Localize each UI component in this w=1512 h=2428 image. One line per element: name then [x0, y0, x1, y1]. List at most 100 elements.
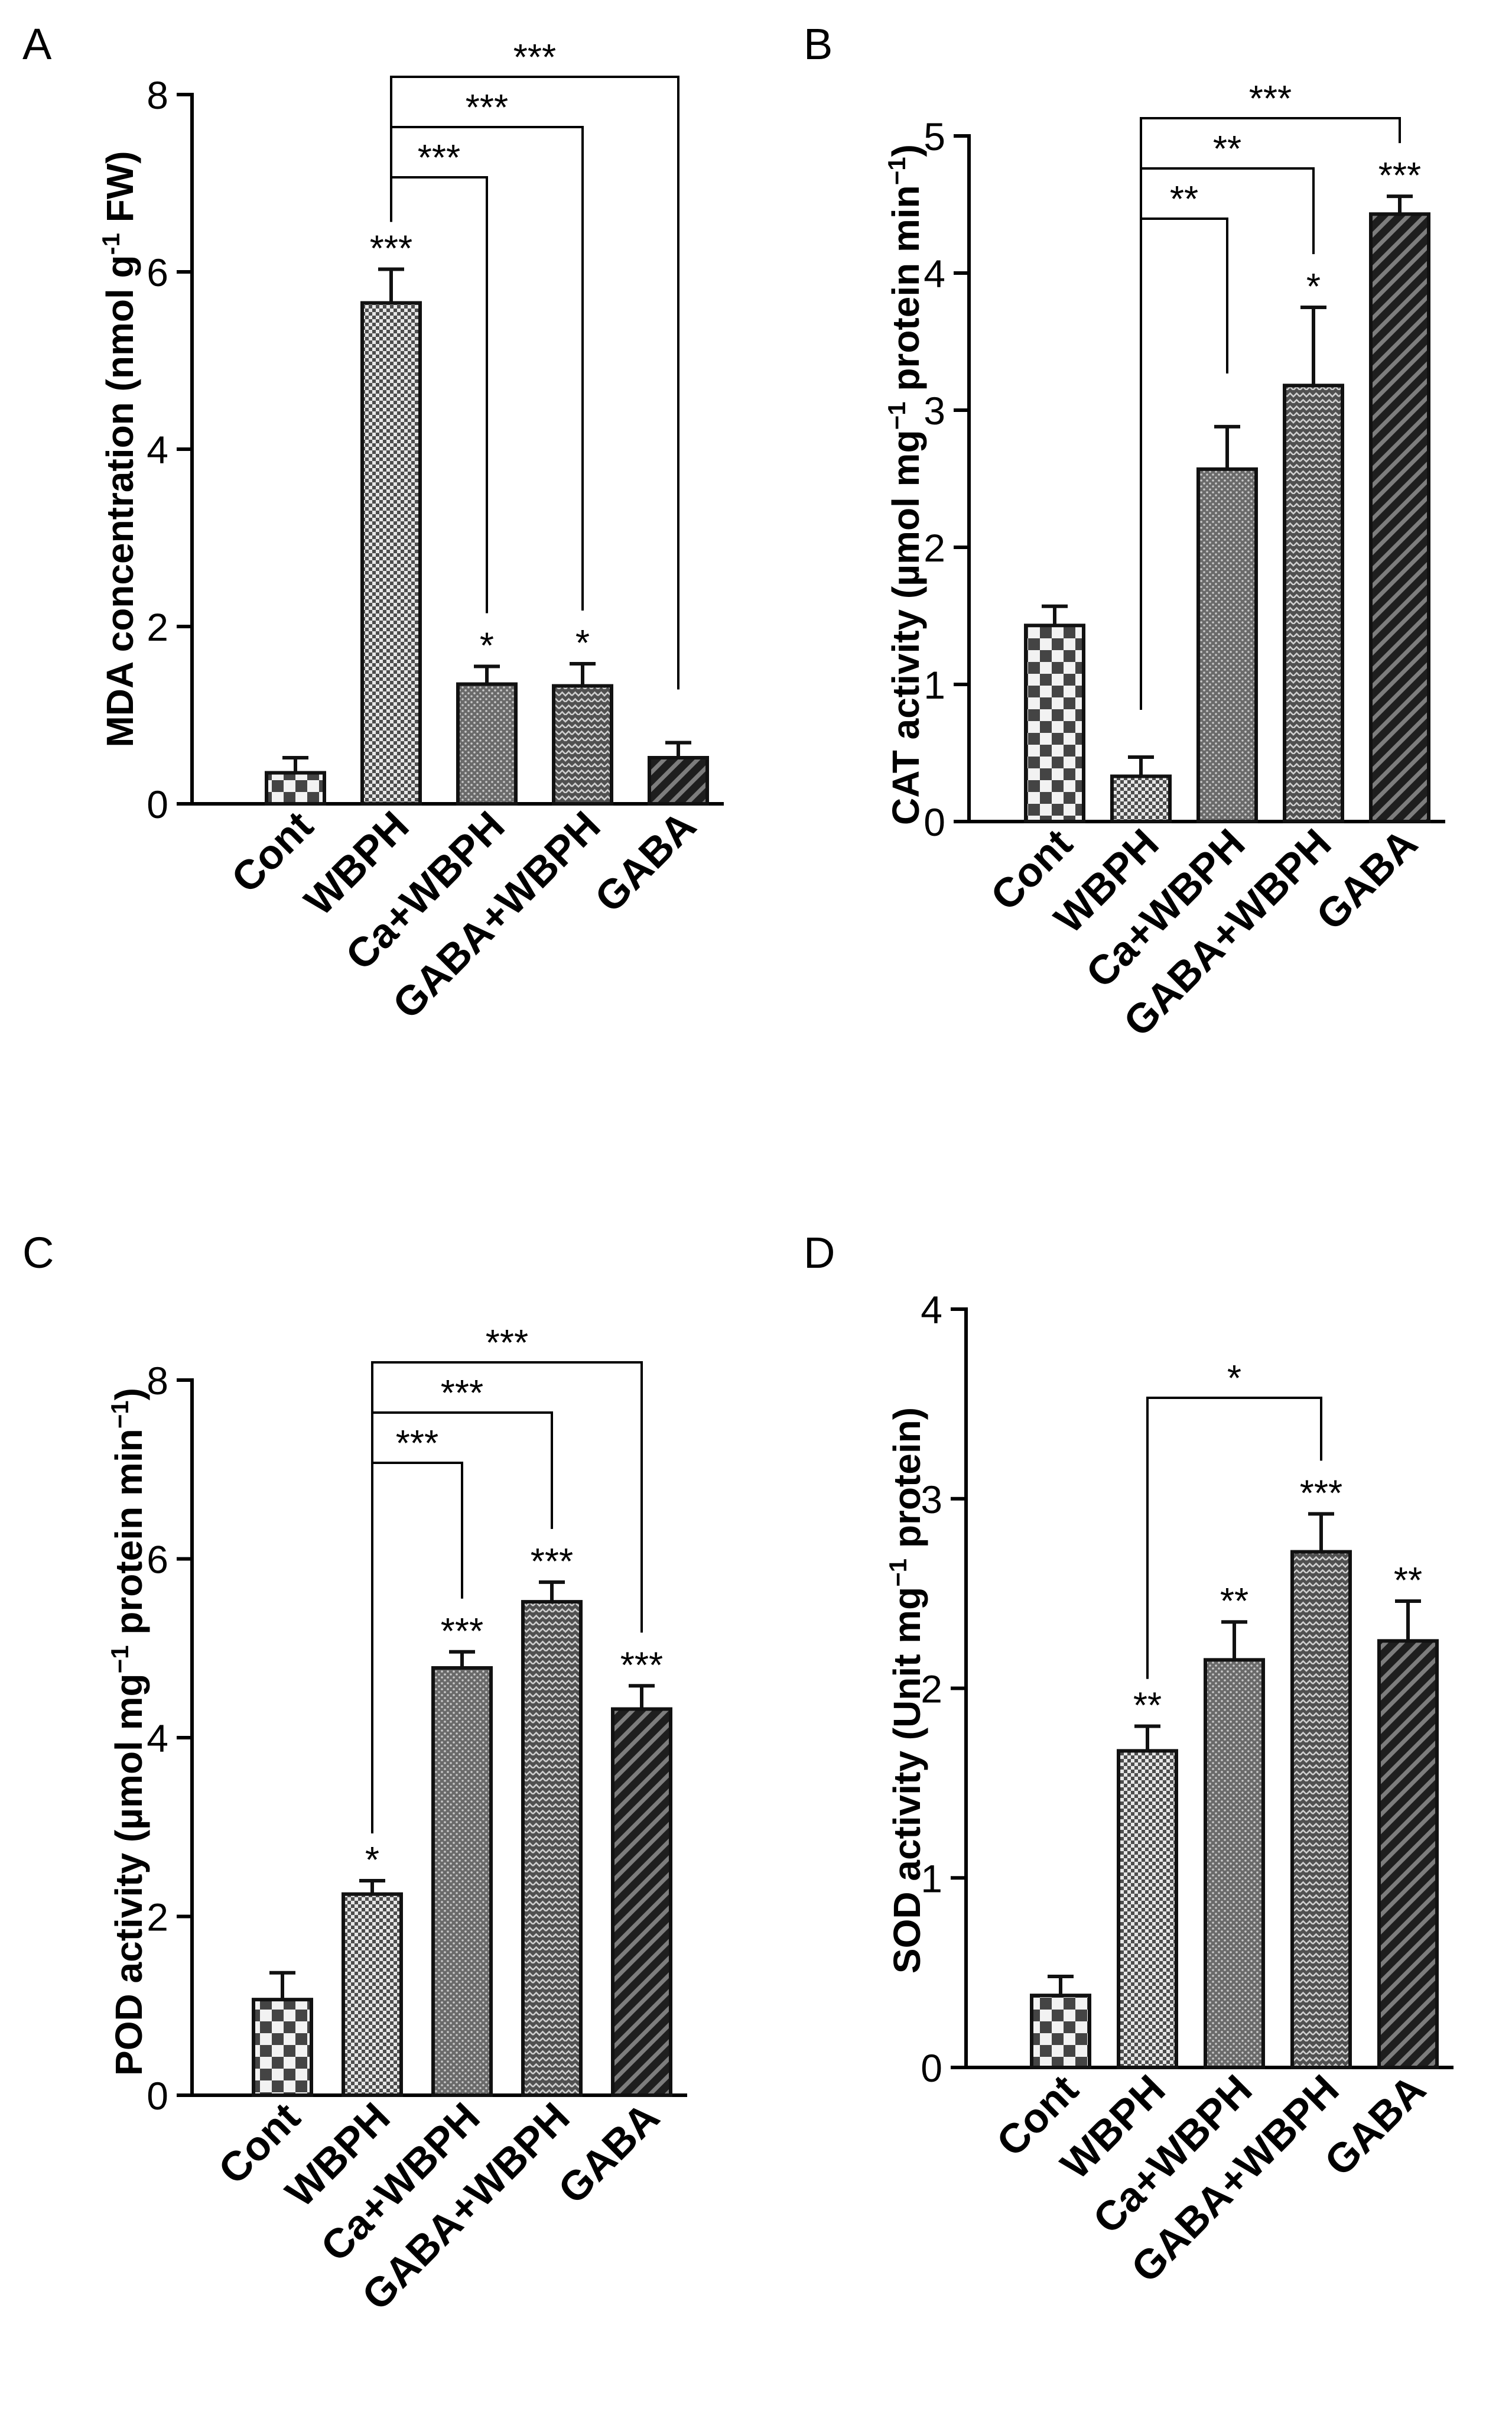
y-tick-label: 4	[147, 428, 168, 472]
bar-gaba-wbph	[1283, 384, 1344, 823]
y-axis-label-part: protein)	[886, 1407, 928, 1559]
bracket-stars: ***	[466, 87, 508, 128]
bar-wbph	[360, 301, 422, 806]
panel-letter: D	[804, 1228, 835, 1277]
bar-ca-wbph	[1204, 1658, 1265, 2069]
bar-cont	[252, 1998, 313, 2098]
bar-gaba-wbph	[1290, 1550, 1352, 2070]
significance-stars: ***	[620, 1645, 663, 1686]
y-axis-label-part: CAT activity (µmol mg	[885, 430, 927, 825]
bar-gaba	[648, 756, 709, 806]
y-tick-label: 4	[147, 1716, 168, 1760]
bracket-stars: ***	[513, 37, 556, 78]
y-axis-label-superscript: −1	[883, 401, 911, 430]
y-axis-label: CAT activity (µmol mg−1 protein min−1)	[883, 144, 928, 825]
y-axis-label: SOD activity (Unit mg−1 protein)	[884, 1407, 929, 1973]
panel-letter: A	[22, 20, 52, 69]
y-tick-label: 0	[924, 800, 945, 844]
y-tick-label: 2	[924, 526, 945, 570]
y-tick-label: 2	[147, 605, 168, 649]
y-axis-label-part: protein min	[108, 1429, 150, 1645]
comparison-bracket	[371, 1361, 643, 1833]
y-tick-label: 8	[147, 1359, 168, 1403]
y-axis-label-superscript: −1	[883, 157, 911, 185]
bar-cont	[1024, 624, 1085, 823]
comparison-bracket	[1140, 117, 1401, 710]
y-axis-label-part: )	[885, 144, 927, 157]
y-tick-label: 2	[921, 1667, 942, 1711]
y-tick-label: 3	[924, 389, 945, 433]
significance-stars: *	[365, 1840, 379, 1881]
y-axis-label-superscript: −1	[884, 1559, 912, 1587]
significance-stars: ***	[531, 1541, 573, 1582]
bracket-stars: **	[1213, 129, 1241, 170]
bracket-stars: ***	[1249, 79, 1292, 119]
y-axis-label-part: SOD activity (Unit mg	[886, 1587, 928, 1973]
bar-gaba-wbph	[521, 1600, 583, 2098]
significance-stars: *	[575, 623, 590, 664]
y-tick-label: 1	[924, 663, 945, 707]
bar-wbph	[1110, 774, 1172, 823]
bar-gaba	[1369, 212, 1430, 823]
bracket-stars: ***	[441, 1373, 483, 1414]
y-tick-label: 0	[921, 2046, 942, 2090]
y-axis-label-superscript: −1	[106, 1645, 134, 1673]
y-axis-label: POD activity (µmol mg−1 protein min−1)	[106, 1388, 151, 2076]
y-axis-label-part: protein min	[885, 185, 927, 401]
category-label: GABA	[549, 2093, 668, 2212]
significance-stars: **	[1394, 1560, 1422, 1601]
y-tick-label: 8	[147, 73, 168, 117]
significance-stars: ***	[441, 1611, 483, 1652]
comparison-bracket	[390, 76, 679, 690]
category-label: GABA	[586, 802, 705, 921]
panel-letter: C	[22, 1228, 54, 1277]
y-tick-label: 4	[921, 1288, 942, 1332]
bar-ca-wbph	[1196, 467, 1258, 823]
bracket-stars: ***	[396, 1423, 438, 1464]
panel-letter: B	[804, 20, 833, 69]
bracket-stars: ***	[418, 138, 460, 178]
y-axis-label-part: POD activity (µmol mg	[108, 1673, 150, 2076]
y-axis-label-superscript: -1	[97, 233, 125, 255]
y-axis-label-part: MDA concentration (nmol g	[99, 255, 141, 747]
significance-stars: **	[1133, 1686, 1162, 1726]
y-tick-label: 5	[924, 115, 945, 158]
y-axis-label-superscript: −1	[106, 1400, 134, 1429]
bracket-stars: ***	[486, 1323, 528, 1364]
significance-stars: *	[480, 626, 494, 667]
significance-stars: ***	[1378, 155, 1421, 196]
y-tick-label: 4	[924, 252, 945, 296]
bracket-stars: **	[1170, 179, 1198, 220]
significance-stars: ***	[370, 229, 412, 270]
y-tick-label: 0	[147, 783, 168, 826]
bar-gaba	[611, 1707, 672, 2098]
bar-ca-wbph	[456, 682, 518, 806]
y-tick-label: 0	[147, 2074, 168, 2118]
y-tick-label: 6	[147, 251, 168, 294]
y-tick-label: 6	[147, 1538, 168, 1582]
y-tick-label: 2	[147, 1895, 168, 1939]
bar-wbph	[1117, 1749, 1178, 2069]
significance-stars: ***	[1300, 1473, 1342, 1514]
bracket-stars: *	[1227, 1358, 1241, 1399]
bar-cont	[265, 771, 326, 806]
significance-stars: **	[1220, 1581, 1248, 1622]
y-tick-label: 3	[921, 1478, 942, 1521]
significance-stars: *	[1306, 267, 1321, 307]
bar-ca-wbph	[431, 1666, 493, 2097]
comparison-bracket	[1146, 1397, 1322, 1679]
y-axis-label-part: )	[108, 1388, 150, 1400]
y-axis-label: MDA concentration (nmol g-1 FW)	[97, 151, 142, 747]
y-tick-label: 1	[921, 1856, 942, 1900]
bar-gaba	[1377, 1639, 1439, 2069]
y-axis-label-part: FW)	[99, 151, 141, 233]
bar-cont	[1030, 1994, 1091, 2069]
bar-wbph	[342, 1892, 403, 2097]
